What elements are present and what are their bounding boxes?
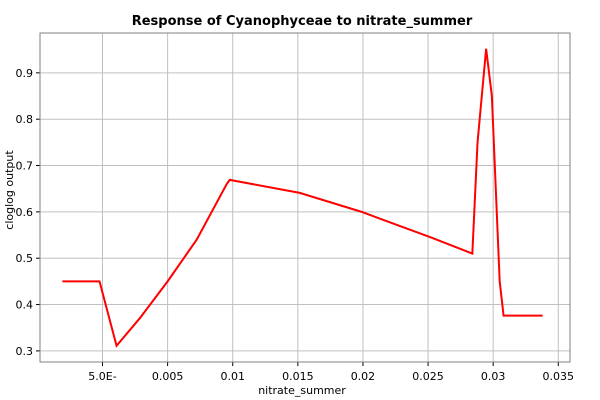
x-tick-label: 0.01 [220, 370, 245, 383]
response-line [62, 48, 543, 348]
chart-title: Response of Cyanophyceae to nitrate_summ… [132, 14, 473, 29]
x-tick-label: 0.015 [282, 370, 314, 383]
y-tick-label: 0.5 [16, 252, 34, 265]
y-tick-label: 0.7 [16, 160, 34, 173]
y-tick-label: 0.8 [16, 113, 34, 126]
y-tick-label: 0.6 [16, 206, 34, 219]
x-axis-label: nitrate_summer [258, 384, 346, 397]
y-tick-label: 0.9 [16, 67, 34, 80]
y-tick-label: 0.3 [16, 345, 34, 358]
y-axis-label: cloglog output [3, 150, 16, 230]
x-tick-label: 0.005 [152, 370, 184, 383]
x-tick-label: 5.0E- [88, 370, 116, 383]
x-tick-label: 0.025 [412, 370, 444, 383]
plot-border [39, 32, 571, 363]
y-tick-label: 0.4 [16, 299, 34, 312]
x-tick-label: 0.02 [351, 370, 376, 383]
plot-area: 5.0E- 0.005 0.01 0.015 0.02 0.025 0.03 0.035 0.3… [16, 32, 575, 383]
x-tick-label: 0.03 [481, 370, 506, 383]
x-tick-label: 0.035 [543, 370, 575, 383]
